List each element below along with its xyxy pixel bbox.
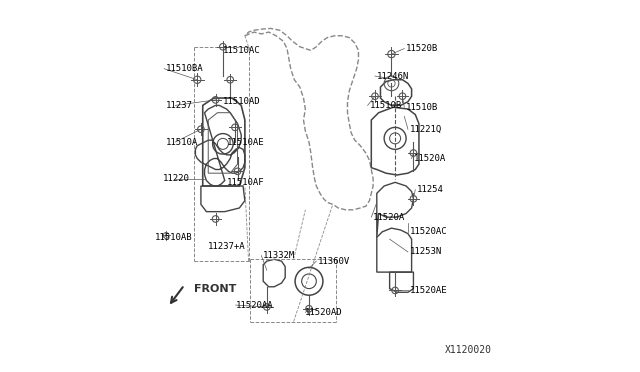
Text: 11520A: 11520A [413,154,445,163]
Text: 11221Q: 11221Q [410,125,442,134]
Text: 11253N: 11253N [410,247,442,256]
Text: 11520AE: 11520AE [410,286,447,295]
Text: 11510A: 11510A [166,138,198,147]
Text: 11510AD: 11510AD [223,97,260,106]
Text: 11510AC: 11510AC [223,46,260,55]
Text: 11237: 11237 [166,101,193,110]
Text: 11520A: 11520A [373,213,405,222]
Text: 11237+A: 11237+A [208,242,246,251]
Text: 11510AB: 11510AB [155,233,193,242]
Text: 11510B: 11510B [369,101,402,110]
Text: 11510AF: 11510AF [227,178,264,187]
Text: 11360V: 11360V [318,257,351,266]
Text: 11510B: 11510B [406,103,438,112]
Text: 11510AE: 11510AE [227,138,264,147]
Text: 11220: 11220 [163,174,189,183]
Text: 11520AA: 11520AA [236,301,273,310]
Text: 11246N: 11246N [377,71,409,81]
Text: 11510BA: 11510BA [166,64,204,73]
Text: X1120020: X1120020 [445,344,492,355]
Text: 11332M: 11332M [263,251,296,260]
Text: FRONT: FRONT [193,283,236,294]
Text: 11520AC: 11520AC [410,227,447,236]
Text: 11520B: 11520B [406,44,438,53]
Text: 11254: 11254 [417,185,444,194]
Text: 11520AD: 11520AD [305,308,343,317]
